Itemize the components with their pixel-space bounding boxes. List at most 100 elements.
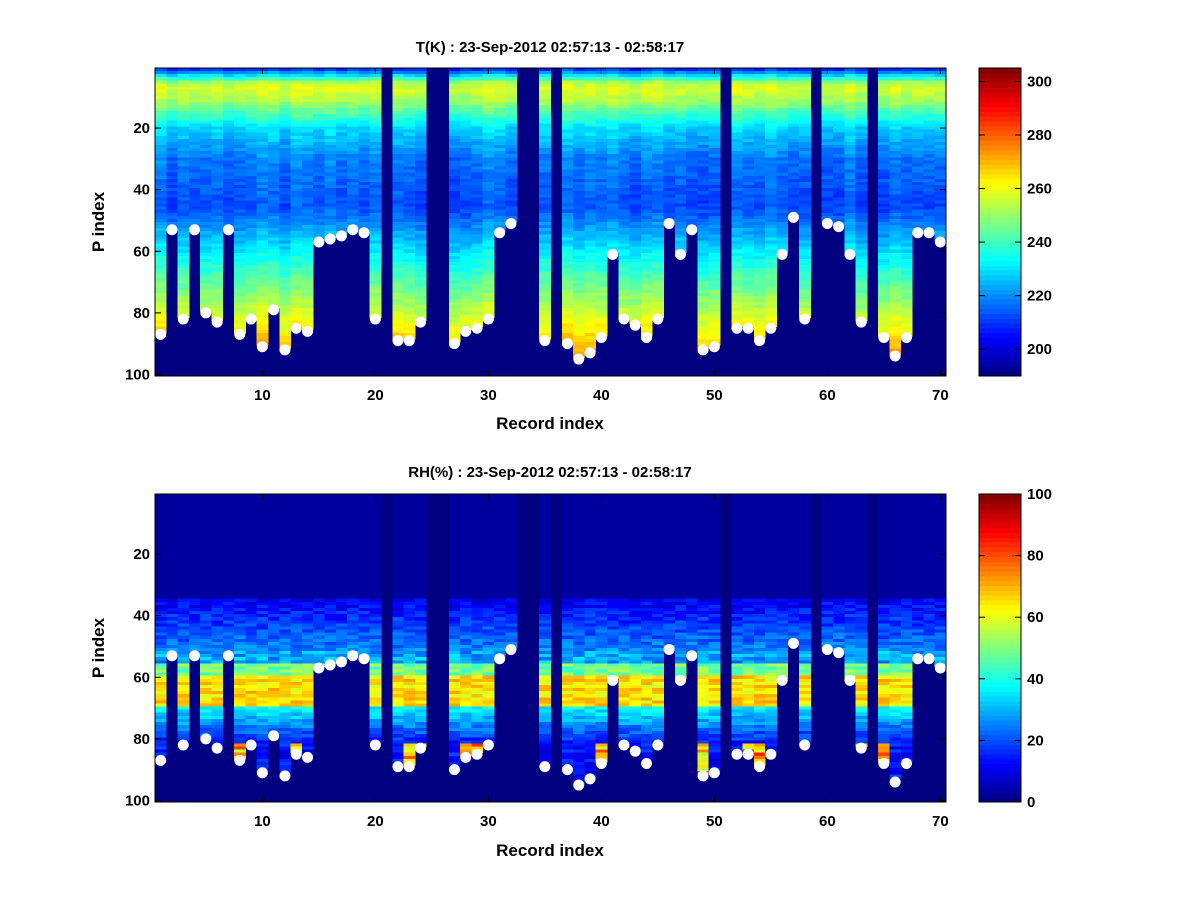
heatmap-cell (607, 185, 619, 189)
heatmap-cell (663, 95, 676, 100)
heatmap-cell (686, 160, 698, 164)
heatmap-cell (358, 114, 371, 118)
heatmap-cell (753, 157, 766, 161)
heatmap-cell (177, 286, 190, 291)
heatmap-cell (731, 98, 743, 103)
heatmap-cell (166, 614, 178, 618)
heatmap-cell (787, 200, 800, 204)
heatmap-cell (708, 83, 721, 87)
heatmap-cell (177, 595, 190, 600)
heatmap-cell (652, 197, 664, 201)
heatmap-cell (177, 178, 190, 183)
heatmap-cell (155, 684, 167, 689)
heatmap-cell (776, 126, 789, 130)
heatmap-cell (369, 252, 382, 257)
heatmap-cell (652, 92, 664, 97)
heatmap-cell (200, 77, 212, 81)
heatmap-cell (765, 80, 777, 84)
heatmap-cell (268, 169, 280, 174)
heatmap-cell (177, 641, 190, 646)
heatmap-cell (482, 283, 495, 288)
heatmap-cell (934, 191, 947, 195)
heatmap-cell (369, 86, 382, 90)
heatmap-cell (731, 262, 743, 266)
heatmap-cell (753, 188, 766, 192)
heatmap-cell (561, 123, 574, 127)
heatmap-cell (403, 108, 416, 112)
heatmap-cell (765, 185, 777, 189)
heatmap-cell (900, 286, 913, 291)
colorbar-segment (979, 178, 1021, 184)
heatmap-cell (369, 92, 382, 97)
heatmap-cell (833, 172, 845, 177)
heatmap-cell (369, 80, 382, 84)
heatmap-cell (640, 237, 653, 241)
heatmap-cell (200, 98, 212, 103)
heatmap-cell (618, 104, 630, 109)
heatmap-cell (934, 225, 947, 229)
heatmap-cell (776, 225, 789, 229)
heatmap-cell (155, 604, 167, 609)
heatmap-cell (629, 286, 642, 291)
heatmap-cell (234, 194, 246, 198)
heatmap-cell (335, 206, 348, 211)
heatmap-cell (663, 145, 676, 149)
heatmap-cell (889, 323, 902, 328)
heatmap-column (166, 494, 178, 655)
heatmap-cell (211, 166, 224, 171)
heatmap-cell (324, 160, 337, 164)
heatmap-cell (640, 138, 653, 143)
heatmap-cell (652, 246, 664, 251)
heatmap-cell (245, 302, 258, 306)
heatmap-cell (482, 246, 495, 251)
heatmap-cell (686, 197, 698, 201)
heatmap-cell (313, 138, 325, 143)
heatmap-cell (301, 252, 314, 257)
heatmap-cell (369, 274, 382, 278)
heatmap-cell (392, 145, 404, 149)
heatmap-cell (234, 283, 246, 288)
heatmap-cell (268, 160, 280, 164)
heatmap-cell (460, 305, 472, 309)
heatmap-cell (776, 138, 789, 143)
heatmap-cell (392, 200, 404, 204)
heatmap-cell (889, 212, 902, 217)
heatmap-cell (494, 222, 506, 226)
colorbar-segment (979, 260, 1021, 266)
heatmap-cell (821, 185, 834, 189)
heatmap-cell (279, 323, 291, 328)
heatmap-cell (731, 320, 743, 325)
heatmap-cell (200, 74, 212, 78)
heatmap-cell (234, 268, 246, 272)
heatmap-cell (460, 200, 472, 204)
heatmap-cell (268, 277, 280, 281)
heatmap-cell (505, 89, 517, 94)
heatmap-cell (584, 74, 597, 78)
heatmap-cell (573, 114, 585, 118)
heatmap-cell (878, 262, 890, 266)
heatmap-cell (607, 108, 619, 112)
heatmap-cell (697, 237, 710, 241)
heatmap-cell (821, 175, 834, 180)
heatmap-cell (211, 108, 224, 112)
heatmap-cell (629, 135, 642, 140)
heatmap-cell (245, 83, 258, 87)
heatmap-cell (313, 117, 325, 121)
heatmap-cell (177, 200, 190, 204)
heatmap-cell (177, 638, 190, 643)
heatmap-cell (369, 74, 382, 78)
heatmap-cell (697, 218, 710, 223)
heatmap-cell (200, 249, 212, 254)
heatmap-cell (584, 215, 597, 220)
heatmap-cell (471, 289, 484, 294)
heatmap-cell (539, 299, 551, 303)
heatmap-cell (787, 86, 800, 90)
heatmap-cell (155, 641, 167, 646)
heatmap-cell (301, 104, 314, 109)
heatmap-cell (301, 299, 314, 303)
heatmap-cell (166, 500, 178, 504)
heatmap-cell (844, 98, 856, 103)
heatmap-cell (290, 191, 303, 195)
heatmap-cell (369, 258, 382, 263)
